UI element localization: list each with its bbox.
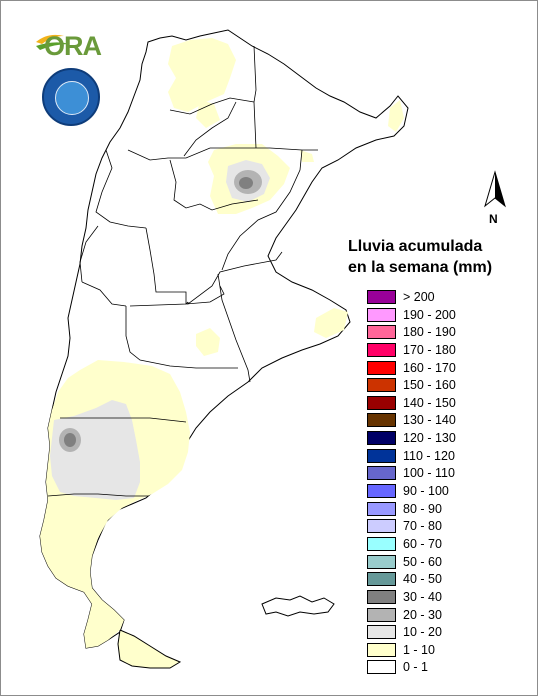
legend-label: 90 - 100 [403,484,449,499]
north-arrow-icon [484,170,506,208]
legend-swatch [367,466,396,481]
legend-label: 120 - 130 [403,431,456,446]
legend-label: 60 - 70 [403,536,442,551]
legend-swatch [367,395,396,410]
legend-swatch [367,448,396,463]
legend-swatch [367,554,396,569]
legend-swatch [367,484,396,499]
argentina-outline [39,29,409,649]
legend-swatch [367,519,396,534]
legend-label: 110 - 120 [403,448,455,463]
legend-swatch [367,607,396,622]
legend-swatch [367,307,396,322]
legend-label: 130 - 140 [403,413,456,428]
legend-swatch [367,572,396,587]
province-boundaries [47,45,318,497]
legend-swatch [367,290,396,304]
legend-swatch [367,536,396,551]
legend-swatch [367,589,396,604]
legend-label: 160 - 170 [403,360,456,375]
seal-center [55,81,89,115]
legend-title: Lluvia acumulada en la semana (mm) [348,238,493,276]
legend-label: 140 - 150 [403,395,456,410]
legend-label: > 200 [403,290,435,304]
north-label: N [489,212,498,226]
malvinas-islands [261,595,335,617]
legend-swatch [367,660,396,675]
legend-label: 150 - 160 [403,378,456,393]
legend-label: 70 - 80 [403,519,442,534]
tierra-del-fuego [117,629,182,669]
legend-label: 20 - 30 [403,607,442,622]
legend-label: 1 - 10 [403,642,435,657]
legend-swatch [367,431,396,446]
legend-label: 190 - 200 [403,307,456,322]
legend-label: 170 - 180 [403,342,456,357]
legend-swatch [367,413,396,428]
legend-label: 50 - 60 [403,554,442,569]
legend-swatch [367,360,396,375]
legend-label: 100 - 110 [403,466,455,481]
legend-label: 40 - 50 [403,572,442,587]
ora-logo [34,30,104,60]
legend-swatch [367,625,396,640]
smn-seal [42,68,100,126]
legend-swatch [367,378,396,393]
legend-label: 80 - 90 [403,501,442,516]
ora-logo-text: ORA [44,31,102,61]
legend-label: 30 - 40 [403,589,442,604]
legend-label: 180 - 190 [403,325,456,340]
legend-label: 10 - 20 [403,625,442,640]
legend-swatch [367,501,396,516]
legend-swatch [367,325,396,340]
rain-areas-30-40 [64,177,253,447]
legend-swatch [367,342,396,357]
legend-label: 0 - 1 [403,660,429,675]
legend-swatch [367,642,396,657]
